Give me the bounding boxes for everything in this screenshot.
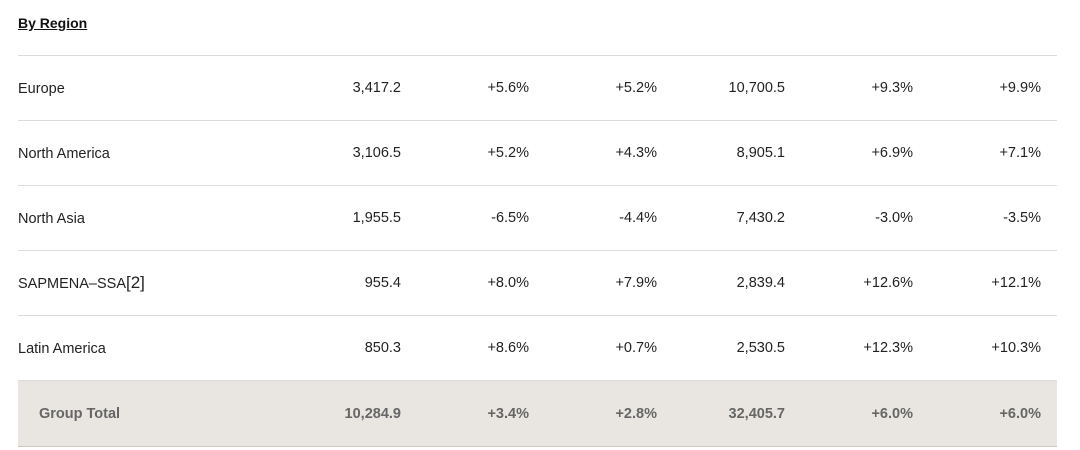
- region-name: North America: [18, 146, 110, 162]
- value-cell: +8.0%: [487, 275, 529, 291]
- table-row: Europe 3,417.2 +5.6% +5.2% 10,700.5 +9.3…: [18, 56, 1057, 121]
- value-cell: 1,955.5: [352, 210, 401, 226]
- value-cell: +7.1%: [999, 145, 1041, 161]
- region-label: SAPMENA–SSA[2]: [18, 273, 145, 293]
- total-value-cell: +3.4%: [487, 405, 529, 422]
- value-cell: +5.6%: [487, 80, 529, 96]
- group-total-row: Group Total 10,284.9 +3.4% +2.8% 32,405.…: [18, 381, 1057, 447]
- table-row: Latin America 850.3 +8.6% +0.7% 2,530.5 …: [18, 316, 1057, 381]
- value-cell: +7.9%: [615, 275, 657, 291]
- region-label: North America: [18, 143, 110, 163]
- value-cell: 10,700.5: [728, 80, 785, 96]
- section-title: By Region: [18, 15, 88, 31]
- region-name: North Asia: [18, 211, 85, 227]
- value-cell: 2,839.4: [736, 275, 785, 291]
- value-cell: -4.4%: [619, 210, 657, 226]
- value-cell: 850.3: [364, 340, 401, 356]
- value-cell: -3.0%: [875, 210, 913, 226]
- region-table: Europe 3,417.2 +5.6% +5.2% 10,700.5 +9.3…: [18, 55, 1057, 447]
- value-cell: 3,106.5: [352, 145, 401, 161]
- total-value-cell: +6.0%: [871, 405, 913, 422]
- region-name: SAPMENA–SSA: [18, 276, 126, 292]
- value-cell: +4.3%: [615, 145, 657, 161]
- value-cell: 3,417.2: [352, 80, 401, 96]
- table-row: North America 3,106.5 +5.2% +4.3% 8,905.…: [18, 121, 1057, 186]
- value-cell: +6.9%: [871, 145, 913, 161]
- value-cell: +5.2%: [487, 145, 529, 161]
- total-value-cell: +2.8%: [615, 405, 657, 422]
- total-label: Group Total: [39, 405, 121, 422]
- value-cell: +10.3%: [991, 340, 1041, 356]
- value-cell: +8.6%: [487, 340, 529, 356]
- value-cell: +0.7%: [615, 340, 657, 356]
- value-cell: -6.5%: [491, 210, 529, 226]
- total-value-cell: 32,405.7: [728, 405, 785, 422]
- region-name: Latin America: [18, 341, 106, 357]
- value-cell: +9.9%: [999, 80, 1041, 96]
- value-cell: +9.3%: [871, 80, 913, 96]
- value-cell: +12.6%: [863, 275, 913, 291]
- value-cell: +12.1%: [991, 275, 1041, 291]
- footnote-marker[interactable]: [2]: [126, 273, 145, 292]
- region-label: North Asia: [18, 208, 85, 228]
- value-cell: 8,905.1: [736, 145, 785, 161]
- region-name: Europe: [18, 81, 65, 97]
- value-cell: -3.5%: [1003, 210, 1041, 226]
- region-label: Europe: [18, 78, 65, 98]
- value-cell: +12.3%: [863, 340, 913, 356]
- value-cell: 955.4: [364, 275, 401, 291]
- value-cell: +5.2%: [615, 80, 657, 96]
- value-cell: 7,430.2: [736, 210, 785, 226]
- total-value-cell: 10,284.9: [344, 405, 401, 422]
- value-cell: 2,530.5: [736, 340, 785, 356]
- table-row: SAPMENA–SSA[2] 955.4 +8.0% +7.9% 2,839.4…: [18, 251, 1057, 316]
- table-row: North Asia 1,955.5 -6.5% -4.4% 7,430.2 -…: [18, 186, 1057, 251]
- region-label: Latin America: [18, 338, 106, 358]
- total-value-cell: +6.0%: [999, 405, 1041, 422]
